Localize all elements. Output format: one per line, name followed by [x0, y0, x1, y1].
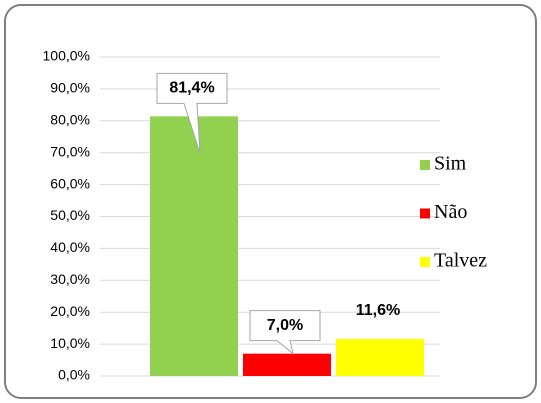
legend-swatch [420, 160, 430, 170]
y-tick-label: 0,0% [58, 367, 90, 383]
callout-box [156, 72, 228, 154]
y-tick-label: 50,0% [50, 207, 90, 223]
legend-label: Sim [434, 153, 467, 175]
y-tick-label: 20,0% [50, 303, 90, 319]
y-tick-label: 80,0% [50, 112, 90, 128]
y-tick-label: 10,0% [50, 335, 90, 351]
bar [336, 338, 424, 376]
callout-box [249, 310, 321, 355]
y-tick-label: 40,0% [50, 239, 90, 255]
data-label: 7,0% [267, 317, 303, 334]
chart-border [4, 4, 537, 399]
y-tick-label: 70,0% [50, 143, 90, 159]
y-tick-label: 30,0% [50, 271, 90, 287]
bar [243, 353, 331, 376]
legend-swatch [420, 208, 430, 219]
legend-label: Talvez [434, 250, 487, 272]
legend-label: Não [434, 201, 467, 223]
y-tick-label: 60,0% [50, 175, 90, 191]
y-tick-label: 100,0% [43, 48, 90, 64]
data-label: 81,4% [169, 80, 214, 97]
data-label: 11,6% [356, 302, 400, 319]
bar [150, 116, 238, 377]
y-tick-label: 90,0% [50, 80, 90, 96]
legend-swatch [420, 257, 430, 267]
